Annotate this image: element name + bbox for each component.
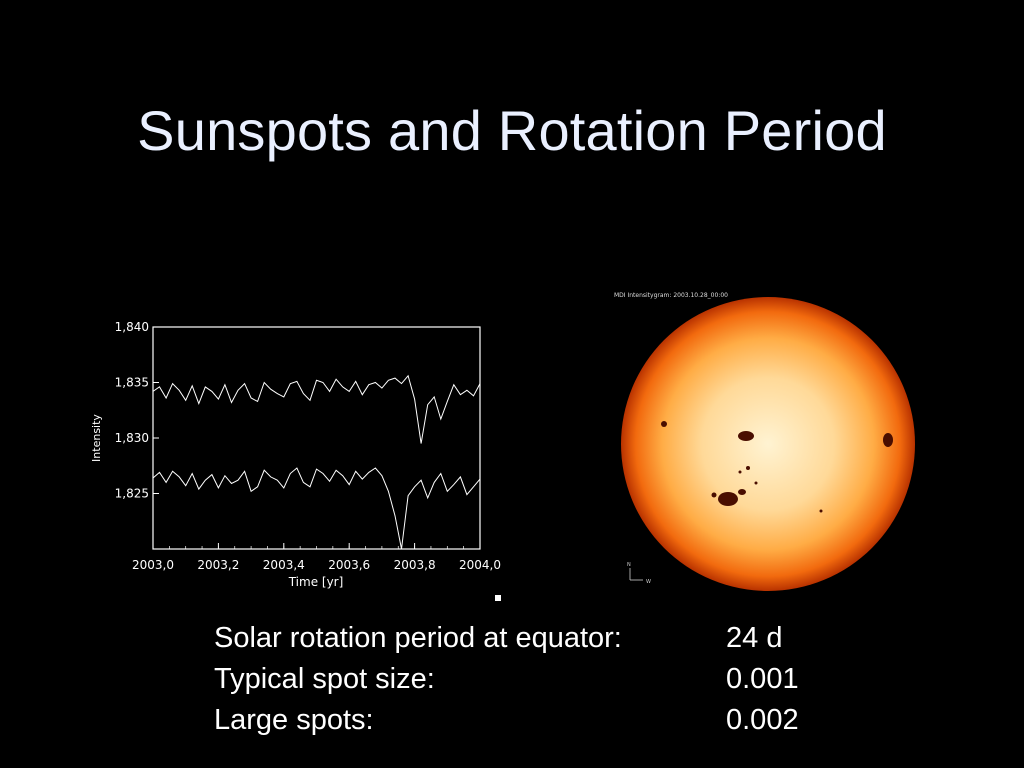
fact-label: Large spots: <box>214 704 374 736</box>
sunspot <box>819 509 823 513</box>
x-tick-label: 2003,2 <box>197 558 239 572</box>
y-tick-label: 1,825 <box>115 487 149 501</box>
sun-disk <box>621 297 915 591</box>
sunspots <box>661 421 893 513</box>
fact-label: Typical spot size: <box>214 663 435 695</box>
slide-title: Sunspots and Rotation Period <box>137 99 887 162</box>
fact-value: 24 d <box>726 622 783 654</box>
intensity-series-2 <box>152 467 481 550</box>
fact-value: 0.001 <box>726 663 799 695</box>
y-tick-label: 1,835 <box>115 376 149 390</box>
sunspot <box>661 421 667 427</box>
compass-n: N <box>627 562 631 568</box>
x-tick-label: 2003,8 <box>394 558 436 572</box>
bullet-marker <box>495 595 501 601</box>
x-tick-label: 2003,0 <box>132 558 174 572</box>
sunspot-group <box>738 489 746 495</box>
sunspot <box>738 470 742 474</box>
sunspot <box>746 466 750 470</box>
y-tick-label: 1,830 <box>115 431 149 445</box>
x-tick-label: 2004,0 <box>459 558 501 572</box>
sun-caption: MDI Intensitygram: 2003.10.28_00:00 <box>614 292 728 299</box>
sunspot-group <box>883 433 893 447</box>
sunspot <box>754 481 758 485</box>
sunspot-group <box>738 431 754 441</box>
x-tick-label: 2003,6 <box>328 558 370 572</box>
x-axis-label: Time [yr] <box>288 575 344 589</box>
x-tick-label: 2003,4 <box>263 558 305 572</box>
compass-w: W <box>646 579 651 585</box>
intensity-series-1 <box>152 374 481 444</box>
sunspot <box>711 492 717 498</box>
compass-icon <box>629 568 643 581</box>
y-tick-label: 1,840 <box>115 320 149 334</box>
y-axis-label: Intensity <box>90 414 103 462</box>
sunspot-group <box>718 492 738 506</box>
fact-label: Solar rotation period at equator: <box>214 622 622 654</box>
fact-value: 0.002 <box>726 704 799 736</box>
